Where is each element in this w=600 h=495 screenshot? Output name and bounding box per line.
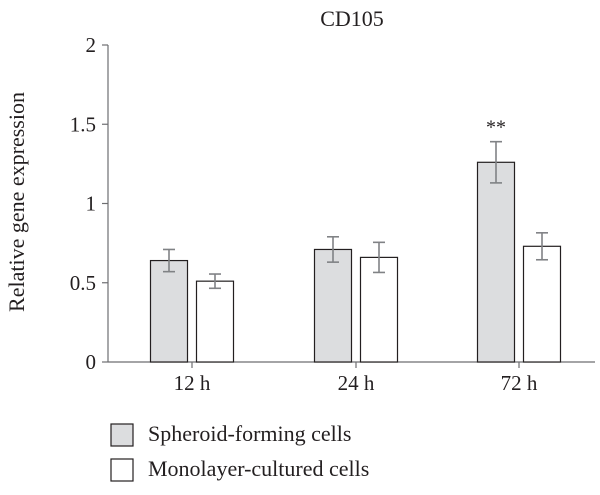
bar-monolayer-1 [359, 256, 399, 363]
error-bar [327, 235, 339, 263]
x-tick-label: 72 h [501, 371, 538, 395]
y-axis-label: Relative gene expression [4, 92, 29, 312]
y-tick-label: 0 [86, 350, 97, 374]
error-bar [490, 140, 502, 184]
y-tick-label: 1.5 [70, 112, 96, 136]
plot-area: 0 0.5 1 1.5 2 12 h 24 h 72 h ** [70, 33, 595, 395]
error-bar [209, 273, 221, 290]
error-bar [163, 248, 175, 273]
x-tick-label: 24 h [338, 371, 375, 395]
error-bar [536, 232, 548, 261]
bar-monolayer-2 [522, 245, 562, 363]
legend-swatch [110, 458, 134, 482]
y-tick-label: 0.5 [70, 271, 96, 295]
x-tick-label: 12 h [174, 371, 211, 395]
y-tick-label: 1 [86, 192, 97, 216]
bar-spheroid-1 [313, 248, 353, 363]
legend: Spheroid-forming cells Monolayer-cultured… [110, 421, 369, 482]
legend-label: Monolayer-cultured cells [148, 456, 369, 481]
bar-spheroid-2 [476, 161, 516, 363]
legend-swatch [110, 423, 134, 447]
legend-label: Spheroid-forming cells [148, 421, 351, 446]
bar-monolayer-0 [195, 280, 235, 363]
error-bar [373, 241, 385, 274]
significance-marker: ** [486, 117, 506, 139]
bar-spheroid-0 [149, 259, 189, 363]
chart-title: CD105 [320, 6, 384, 31]
y-tick-label: 2 [86, 33, 97, 57]
